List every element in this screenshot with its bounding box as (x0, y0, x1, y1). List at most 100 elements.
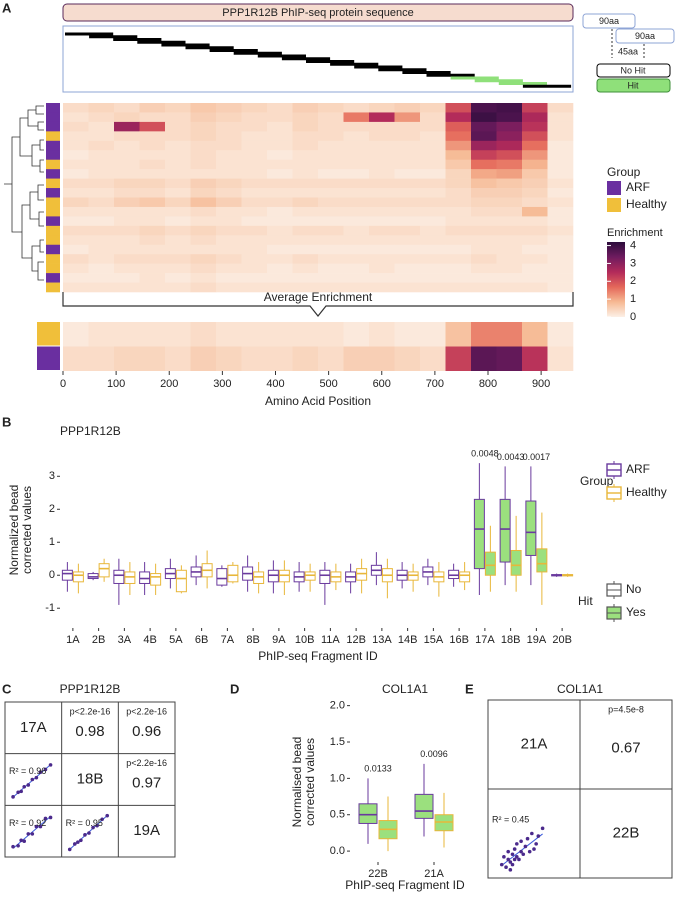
heatmap-cell (165, 235, 191, 246)
group-cell (46, 169, 60, 179)
x-tick-label: 400 (266, 378, 284, 390)
heatmap-cell (63, 206, 89, 217)
colorbar (607, 242, 625, 317)
average-cell (318, 346, 344, 371)
heatmap-cell (190, 103, 217, 113)
heatmap-cell (318, 244, 344, 255)
heatmap-cell (190, 235, 217, 246)
heatmap-cell (471, 244, 497, 255)
y-axis-title: Normalised bead (290, 737, 304, 828)
heatmap-cell (522, 131, 548, 142)
heatmap-cell (165, 131, 191, 142)
average-cell (165, 322, 191, 347)
heatmap-cell (445, 178, 472, 189)
y-tick-label: 0 (49, 569, 55, 581)
heatmap-cell (318, 140, 344, 151)
heatmap-cell (165, 188, 191, 198)
heatmap-cell (267, 225, 293, 236)
heatmap-cell (292, 131, 319, 142)
chart-title: COL1A1 (382, 682, 428, 696)
box (124, 571, 136, 584)
heatmap-cell (139, 225, 166, 236)
heatmap-cell (547, 159, 574, 170)
point (26, 783, 31, 787)
point (527, 849, 532, 854)
heatmap-cell (267, 235, 293, 246)
heatmap-cell (420, 169, 446, 179)
heatmap-cell (471, 178, 497, 189)
x-tick-label: 21A (424, 868, 444, 880)
heatmap-cell (547, 254, 574, 264)
heatmap-cell (547, 112, 574, 123)
heatmap-cell (471, 140, 497, 151)
heatmap-cell (63, 244, 89, 255)
heatmap-cell (63, 150, 89, 160)
heatmap-cell (522, 188, 548, 198)
y-tick-label: 2 (49, 503, 55, 515)
average-cell (190, 346, 217, 371)
heatmap-cell (394, 169, 421, 179)
heatmap-cell (445, 206, 472, 217)
box (407, 571, 419, 581)
r2-label: R² = 0.95 (66, 818, 103, 828)
box (253, 571, 265, 584)
heatmap-cell (292, 244, 319, 255)
heatmap-cell (216, 103, 242, 113)
average-cell (420, 322, 446, 347)
heatmap-cell (165, 112, 191, 123)
heatmap-cell (394, 254, 421, 264)
heatmap-cell (369, 188, 395, 198)
heatmap-cell (420, 216, 446, 227)
heatmap-cell (139, 216, 166, 227)
point (510, 862, 515, 867)
heatmap-cell (88, 273, 115, 283)
heatmap-cell (318, 216, 344, 227)
heatmap-cell (496, 225, 523, 236)
heatmap-cell (445, 140, 472, 151)
heatmap-cell (114, 140, 140, 151)
average-cell (216, 322, 242, 347)
average-cell (496, 322, 523, 347)
group-cell (46, 140, 60, 151)
x-tick-label: 9A (272, 634, 286, 646)
heatmap-cell (241, 244, 268, 255)
heatmap-cell (63, 282, 89, 293)
heatmap-cell (522, 178, 548, 189)
heatmap-cell (139, 169, 166, 179)
heatmap-cell (216, 244, 242, 255)
heatmap-cell (445, 273, 472, 283)
heatmap-cell (114, 178, 140, 189)
heatmap-cell (267, 150, 293, 160)
point (540, 826, 545, 831)
heatmap-cell (114, 159, 140, 170)
average-cell (114, 346, 140, 371)
heatmap-cell (318, 235, 344, 246)
point (38, 824, 43, 829)
x-tick-label: 800 (479, 378, 497, 390)
heatmap-cell (394, 225, 421, 236)
point (512, 847, 517, 851)
point (67, 847, 72, 852)
heatmap-cell (318, 282, 344, 293)
point (517, 857, 521, 862)
x-tick-label: 4B (143, 634, 156, 646)
y-tick-label: 1.0 (330, 772, 345, 784)
heatmap-cell (318, 206, 344, 217)
heatmap-cell (63, 273, 89, 283)
average-cell (292, 322, 319, 347)
panel-label: C (2, 681, 12, 696)
heatmap-cell (496, 216, 523, 227)
heatmap-cell (165, 178, 191, 189)
average-cell (369, 346, 395, 371)
heatmap-cell (343, 263, 370, 274)
heatmap-cell (63, 263, 89, 274)
heatmap-cell (241, 282, 268, 293)
box (139, 571, 151, 584)
heatmap-cell (165, 216, 191, 227)
heatmap-cell (139, 197, 166, 208)
fragment-legend-label: 45aa (618, 46, 638, 56)
heatmap-cell (241, 254, 268, 264)
point (510, 852, 515, 857)
average-cell (88, 322, 115, 347)
point (521, 852, 526, 857)
